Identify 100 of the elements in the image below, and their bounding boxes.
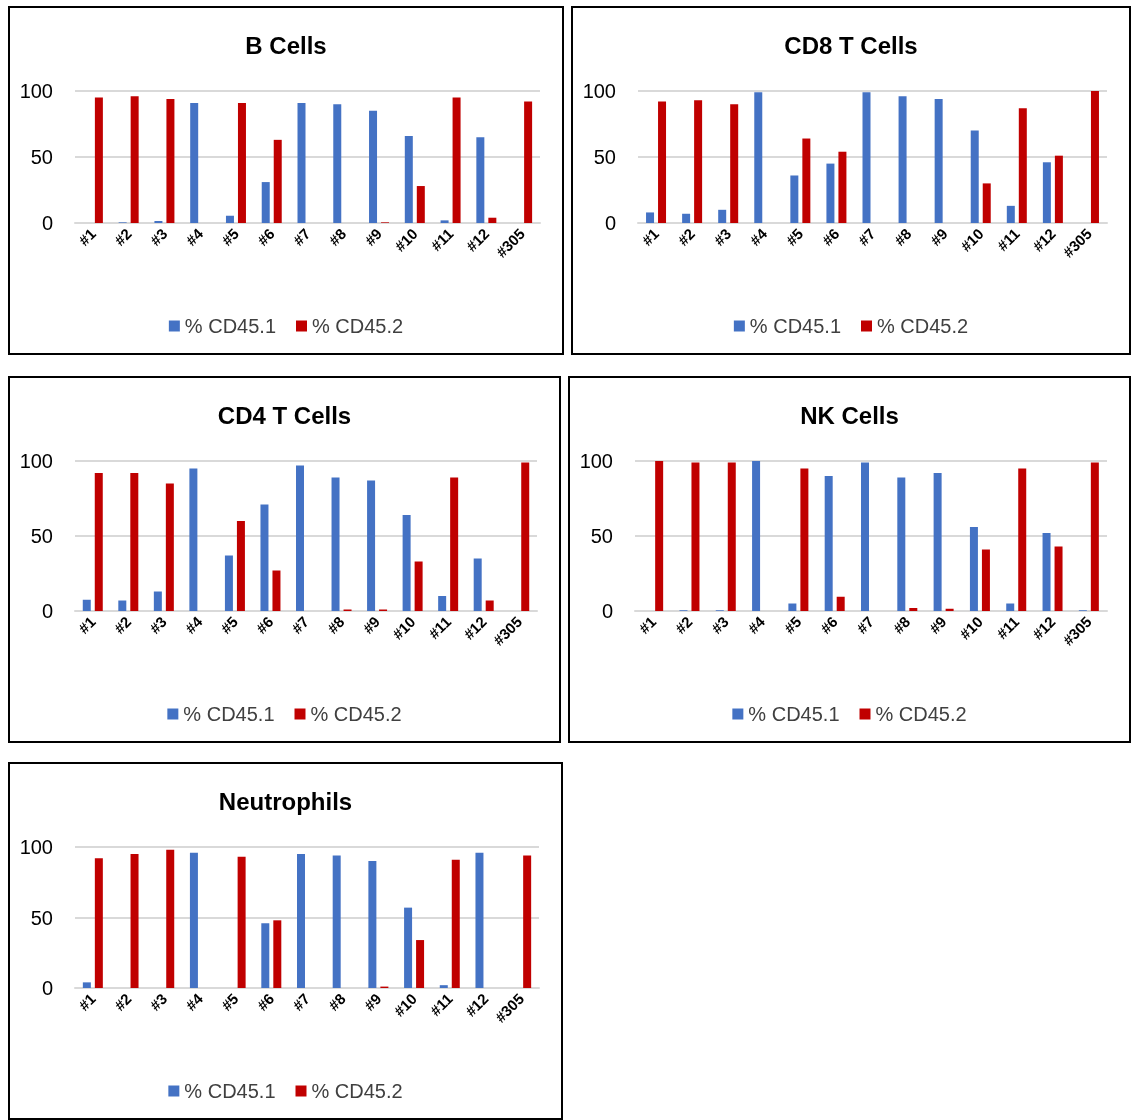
- bar: [82, 599, 91, 611]
- x-tick-label: #1: [74, 612, 99, 637]
- bar: [694, 100, 703, 223]
- x-tick-label: #6: [253, 224, 278, 249]
- bar: [190, 102, 199, 223]
- y-tick-label: 100: [19, 80, 53, 102]
- x-tick-label: #10: [390, 989, 421, 1020]
- bar: [898, 96, 907, 223]
- bar: [1054, 155, 1063, 223]
- bar: [909, 608, 918, 611]
- x-tick-label: #7: [288, 612, 313, 637]
- x-tick-label: #8: [889, 612, 914, 637]
- y-tick-label: 100: [579, 450, 613, 472]
- bar: [1054, 546, 1063, 611]
- bar: [369, 110, 378, 223]
- bar: [1018, 108, 1027, 223]
- bar: [261, 182, 270, 223]
- bar: [800, 468, 809, 611]
- bar: [523, 855, 532, 988]
- bar: [130, 473, 139, 611]
- bar: [691, 462, 700, 611]
- x-tick-label: #6: [816, 612, 841, 637]
- bar: [367, 480, 376, 611]
- bar: [754, 92, 763, 223]
- y-tick-label: 0: [41, 212, 53, 234]
- chart-title: CD8 T Cells: [784, 31, 918, 59]
- bar: [404, 907, 413, 988]
- legend-label: % CD45.2: [311, 1080, 403, 1102]
- bar: [476, 137, 485, 223]
- bar: [485, 600, 494, 611]
- x-tick-label: #9: [925, 612, 950, 637]
- bar: [488, 217, 497, 223]
- x-tick-label: #1: [75, 224, 99, 249]
- bar: [897, 477, 906, 611]
- x-tick-label: #2: [671, 612, 696, 637]
- x-tick-label: #7: [289, 989, 314, 1014]
- bar: [862, 92, 871, 223]
- bar: [1090, 462, 1099, 611]
- bar: [296, 465, 304, 611]
- bar: [473, 558, 482, 611]
- bar: [969, 527, 978, 611]
- bar: [752, 461, 761, 611]
- y-tick-label: 50: [30, 146, 53, 168]
- y-tick-label: 50: [30, 906, 53, 929]
- bar: [402, 515, 411, 611]
- x-tick-label: #7: [853, 612, 878, 637]
- bar: [727, 462, 736, 611]
- x-tick-label: #8: [323, 612, 348, 637]
- bar: [331, 477, 340, 611]
- legend-label: % CD45.1: [749, 315, 841, 337]
- x-tick-label: #3: [710, 224, 735, 249]
- x-tick-label: #5: [217, 612, 241, 637]
- bar: [166, 98, 175, 223]
- x-tick-label: #10: [957, 224, 987, 255]
- bar: [440, 220, 449, 223]
- bar: [802, 138, 811, 223]
- x-tick-label: #9: [926, 224, 951, 249]
- x-tick-label: #12: [1029, 224, 1059, 255]
- bar: [1006, 603, 1015, 611]
- x-tick-label: #9: [360, 989, 385, 1014]
- bar: [682, 213, 691, 223]
- x-tick-label: #3: [146, 612, 170, 637]
- x-tick-label: #4: [182, 224, 207, 249]
- x-tick-label: #4: [744, 612, 769, 637]
- bar: [414, 561, 423, 611]
- x-tick-label: #4: [181, 612, 206, 637]
- bar: [521, 462, 530, 611]
- bar: [790, 175, 799, 223]
- bar: [982, 183, 991, 223]
- x-tick-label: #9: [359, 612, 384, 637]
- bar: [438, 596, 447, 611]
- bar: [260, 504, 269, 611]
- x-tick-label: #11: [993, 612, 1023, 643]
- x-tick-label: #2: [110, 612, 135, 637]
- bar: [658, 101, 667, 223]
- bar: [970, 130, 979, 223]
- x-tick-label: #5: [780, 612, 805, 637]
- x-tick-label: #10: [391, 224, 421, 255]
- bar: [261, 923, 270, 988]
- bar: [439, 985, 448, 988]
- y-tick-label: 50: [590, 525, 613, 547]
- legend-label: % CD45.1: [183, 703, 275, 725]
- chart-title: Neutrophils: [218, 787, 353, 815]
- x-tick-label: #11: [427, 224, 457, 255]
- x-tick-label: #9: [361, 224, 386, 249]
- y-tick-label: 0: [604, 212, 616, 234]
- y-tick-label: 0: [601, 600, 613, 622]
- bar: [475, 852, 484, 988]
- bar: [224, 555, 233, 611]
- x-tick-label: #12: [459, 612, 490, 643]
- y-tick-label: 100: [582, 80, 616, 102]
- bar: [450, 477, 459, 611]
- bar: [788, 603, 797, 611]
- bar: [82, 982, 91, 988]
- x-tick-label: #11: [425, 612, 455, 643]
- x-tick-label: #7: [854, 224, 879, 249]
- bar: [838, 151, 847, 223]
- x-tick-label: #6: [252, 612, 277, 637]
- bar: [153, 591, 162, 611]
- bar: [934, 98, 943, 223]
